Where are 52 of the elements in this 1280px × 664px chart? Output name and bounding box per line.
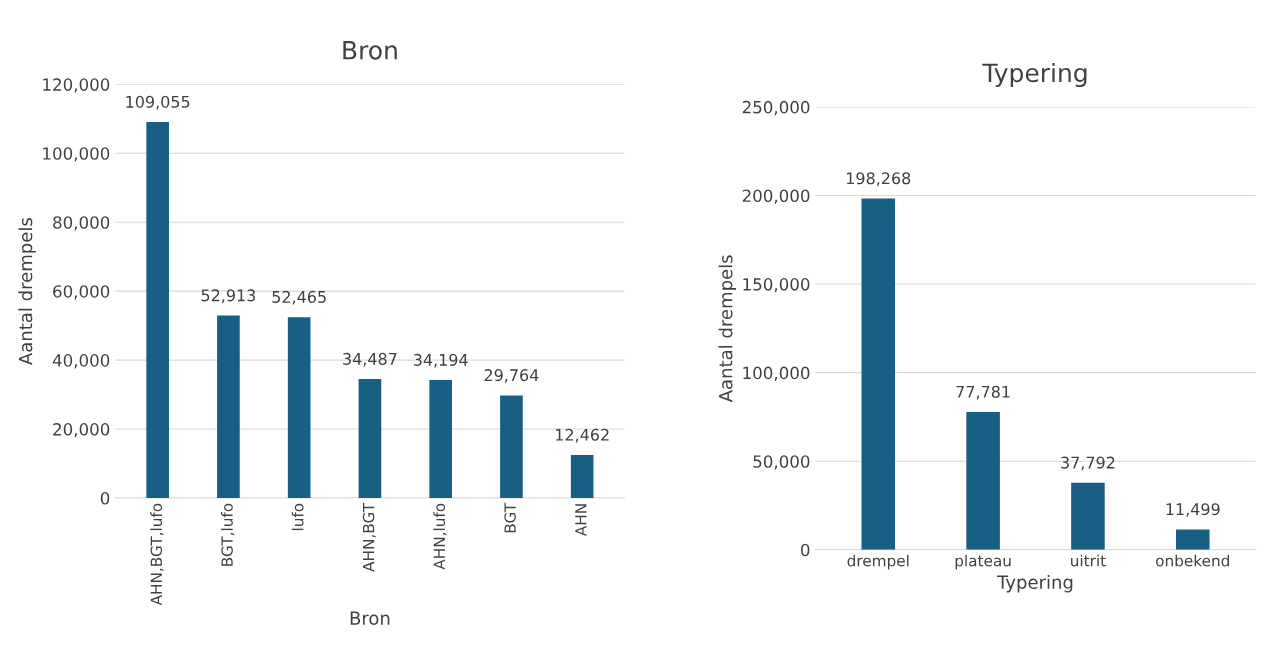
data-label: 198,268 bbox=[846, 172, 911, 186]
y-tick-label: 250,000 bbox=[742, 100, 810, 116]
y-axis-title: Aantal drempels bbox=[18, 218, 36, 365]
x-tick-label: AHN,BGT bbox=[362, 502, 376, 572]
data-label: 12,462 bbox=[556, 428, 609, 443]
data-label: 11,499 bbox=[1166, 503, 1220, 517]
y-tick-label: 40,000 bbox=[52, 354, 110, 369]
bar bbox=[500, 395, 523, 498]
x-tick-label: BGT bbox=[504, 502, 516, 533]
y-axis-title: Aantal drempels bbox=[718, 255, 737, 403]
x-tick-label: lufo bbox=[291, 503, 304, 531]
x-tick-label: AHN,BGT,lufo bbox=[150, 503, 164, 606]
x-tick-label: AHN,lufo bbox=[433, 503, 447, 570]
y-tick-label: 200,000 bbox=[742, 189, 810, 204]
y-tick-label: 80,000 bbox=[53, 216, 110, 231]
chart-title: Bron bbox=[343, 41, 397, 60]
data-label: 77,781 bbox=[956, 385, 1010, 400]
bar bbox=[429, 380, 452, 498]
data-label: 52,465 bbox=[272, 290, 326, 305]
x-axis-title: Typering bbox=[997, 574, 1073, 593]
y-tick-label: 50,000 bbox=[753, 455, 810, 470]
data-label: 34,194 bbox=[413, 353, 468, 368]
bar bbox=[1071, 482, 1105, 550]
bar bbox=[861, 198, 896, 550]
x-tick-label: BGT,lufo bbox=[221, 503, 235, 566]
bar bbox=[217, 315, 240, 498]
data-label: 109,055 bbox=[126, 95, 190, 110]
data-label: 37,792 bbox=[1061, 456, 1115, 471]
x-tick-label: drempel bbox=[847, 554, 909, 570]
x-tick-label: uitrit bbox=[1071, 554, 1106, 567]
bar bbox=[287, 317, 311, 498]
y-tick-label: 0 bbox=[100, 491, 110, 505]
data-label: 52,913 bbox=[201, 289, 256, 304]
y-tick-label: 0 bbox=[800, 543, 810, 557]
bar bbox=[966, 412, 1000, 550]
bar bbox=[1176, 529, 1210, 550]
y-tick-label: 100,000 bbox=[43, 147, 110, 162]
x-tick-label: AHN bbox=[575, 504, 587, 537]
data-label: 34,487 bbox=[343, 352, 397, 367]
chart-title: Typering bbox=[982, 62, 1087, 88]
bar bbox=[358, 379, 382, 498]
x-axis-title: Bron bbox=[350, 611, 390, 625]
y-tick-label: 150,000 bbox=[743, 278, 810, 293]
bar bbox=[570, 455, 594, 498]
x-tick-label: onbekend bbox=[1156, 554, 1229, 567]
bar bbox=[146, 122, 169, 498]
y-tick-label: 60,000 bbox=[53, 285, 110, 300]
y-tick-label: 100,000 bbox=[743, 366, 810, 381]
y-tick-label: 20,000 bbox=[53, 423, 110, 438]
x-tick-label: plateau bbox=[955, 554, 1011, 570]
y-tick-label: 120,000 bbox=[43, 78, 110, 93]
data-label: 29,764 bbox=[484, 369, 539, 383]
